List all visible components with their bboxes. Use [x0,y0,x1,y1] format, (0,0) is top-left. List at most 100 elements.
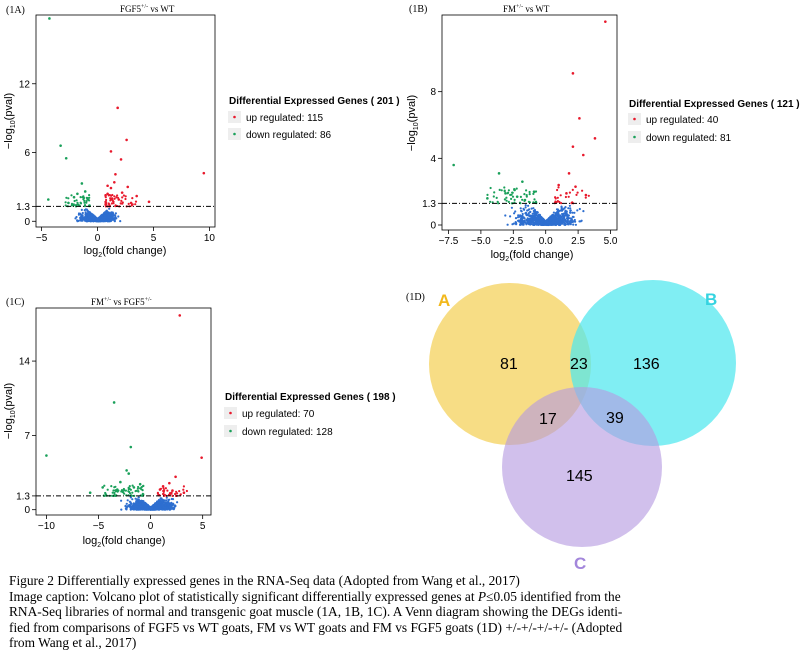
point-not-significant [130,505,134,509]
point-not-significant [561,218,564,221]
plot-frame [35,14,216,228]
point-down-regulated [532,192,535,195]
point-down-regulated [75,199,78,202]
point-not-significant [169,504,172,507]
point-not-significant [537,221,540,224]
point-down-regulated [79,201,82,204]
point-up-regulated [559,194,562,197]
point-up-regulated [162,487,165,490]
point-not-significant [521,212,524,216]
point-up-regulated [200,456,203,459]
point-not-significant [568,204,571,207]
point-up-regulated [555,201,558,204]
point-up-regulated [571,145,575,148]
point-down-regulated [505,196,508,199]
point-not-significant [112,214,115,217]
point-not-significant [560,206,563,209]
point-not-significant [582,210,585,213]
point-up-regulated [121,202,124,205]
point-not-significant [574,223,577,226]
point-not-significant [173,506,176,509]
point-down-regulated [101,486,104,489]
point-not-significant [126,505,130,508]
point-up-regulated [127,202,130,205]
volcano-plot-1a: (1A) FGF5+/- vs WT −5 0 5 10 0 1.3 6 12 log2(fo… [3,4,400,259]
point-up-regulated [124,195,127,198]
venn-label-a: A [438,291,450,310]
point-not-significant [520,223,523,226]
point-down-regulated [111,491,114,494]
plot-title: FGF5+/- vs WT [120,4,175,14]
point-not-significant [527,212,530,215]
point-not-significant [119,220,122,223]
point-down-regulated [86,197,89,200]
y-tick-label: 12 [19,79,31,90]
point-not-significant [550,221,553,224]
point-up-regulated [182,488,185,491]
point-not-significant [524,211,528,214]
point-not-significant [155,506,158,509]
venn-circle-c [502,387,662,547]
point-not-significant [542,223,545,226]
point-down-regulated [83,205,87,208]
point-not-significant [550,214,553,217]
y-axis-label: −log10(pval) [406,95,420,151]
point-down-regulated [88,199,91,202]
point-up-regulated [578,117,581,120]
point-not-significant [157,508,161,511]
point-not-significant [126,499,129,502]
panel-tag: (1B) [409,4,427,15]
venn-count-ab: 23 [570,356,588,373]
point-up-regulated [564,195,567,199]
point-down-regulated [495,196,498,199]
point-up-regulated [105,198,108,202]
point-not-significant [541,217,544,220]
point-not-significant [107,219,111,222]
point-not-significant [554,219,557,222]
point-not-significant [571,215,574,218]
point-not-significant [532,222,535,225]
point-not-significant [580,219,583,222]
point-not-significant [168,508,171,511]
point-not-significant [88,215,91,219]
y-axis-label: −log10(pval) [3,93,17,149]
point-up-regulated [558,200,561,204]
point-up-regulated [178,490,181,493]
point-not-significant [521,214,524,217]
point-down-regulated [64,156,68,160]
point-down-regulated [136,487,139,490]
point-up-regulated [109,199,112,202]
point-up-regulated [104,203,107,206]
point-up-regulated [121,196,124,199]
point-down-regulated [513,198,516,201]
point-not-significant [108,207,111,210]
point-down-regulated [104,491,107,495]
x-tick-label: 2.5 [571,236,585,247]
point-not-significant [525,223,528,226]
point-down-regulated [503,198,506,201]
point-not-significant [106,210,109,214]
point-not-significant [504,214,507,217]
point-down-regulated [112,489,115,492]
point-not-significant [572,223,575,226]
point-not-significant [136,498,139,501]
point-up-regulated [571,188,574,191]
point-not-significant [103,214,106,217]
point-down-regulated [127,472,131,475]
point-up-regulated [182,491,186,495]
point-up-regulated [593,137,597,140]
point-down-regulated [496,200,499,203]
point-not-significant [571,211,574,214]
point-up-regulated [166,489,169,492]
point-not-significant [544,220,547,223]
point-up-regulated [182,485,185,488]
point-not-significant [162,506,165,509]
point-not-significant [548,217,551,221]
point-down-regulated [129,488,132,491]
point-not-significant [512,222,515,225]
point-not-significant [509,215,512,218]
point-not-significant [93,219,96,222]
point-not-significant [129,496,132,499]
point-not-significant [559,222,562,225]
point-not-significant [535,214,538,217]
